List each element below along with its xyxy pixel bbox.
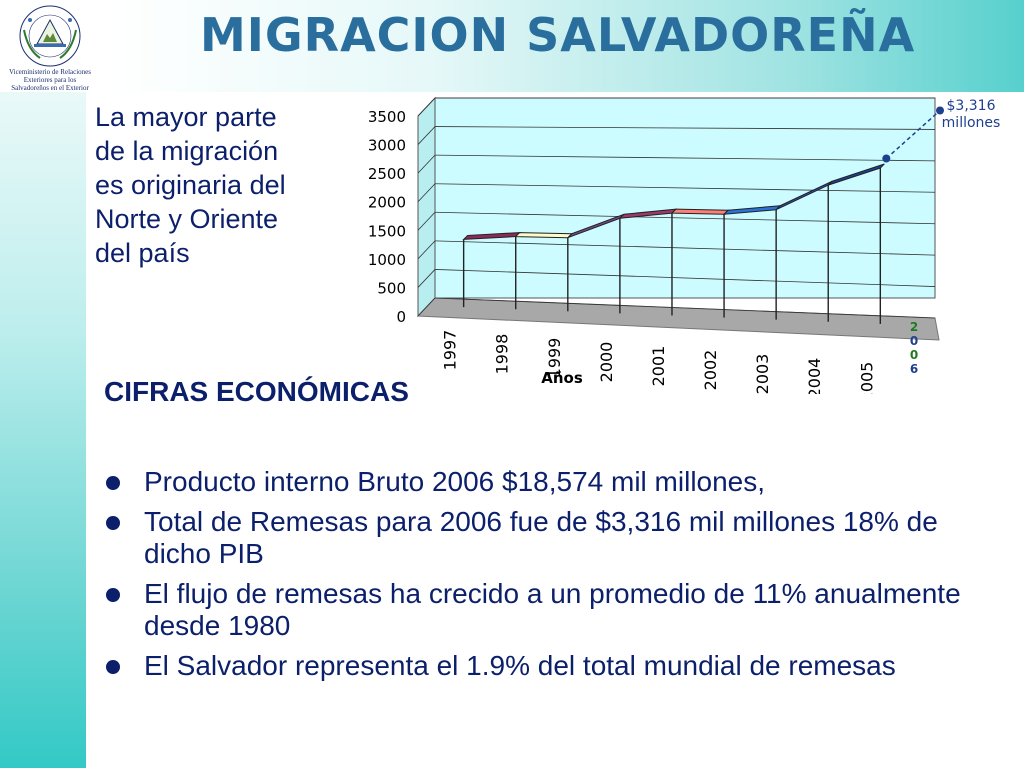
x-tick-label: 2005 bbox=[857, 362, 876, 394]
y-gridline-side bbox=[417, 212, 436, 231]
y-tick-label: 500 bbox=[377, 279, 406, 297]
plot-side-wall bbox=[417, 96, 436, 318]
y-gridline bbox=[434, 154, 936, 162]
y-gridline bbox=[434, 240, 936, 256]
bullet-item: El flujo de remesas ha crecido a un prom… bbox=[104, 578, 1004, 642]
bullet-item: Total de Remesas para 2006 fue de $3,316… bbox=[104, 506, 1004, 570]
y-gridline bbox=[434, 126, 936, 130]
x-tick-label: 2004 bbox=[805, 358, 824, 394]
side-text: La mayor parte de la migración es origin… bbox=[95, 100, 340, 270]
y-gridline-side bbox=[417, 154, 436, 174]
bullet-list: Producto interno Bruto 2006 $18,574 mil … bbox=[104, 466, 1004, 690]
bullet-text: El Salvador representa el 1.9% del total… bbox=[144, 650, 896, 681]
x-tick-label: 1998 bbox=[493, 334, 512, 375]
y-tick-label: 2000 bbox=[368, 194, 406, 212]
side-text-line: de la migración bbox=[95, 136, 279, 166]
x-tick-label: 2003 bbox=[753, 354, 772, 394]
bullet-text: Total de Remesas para 2006 fue de $3,316… bbox=[144, 506, 938, 569]
y-tick-label: 0 bbox=[396, 308, 406, 326]
bullet-dot-icon bbox=[106, 516, 120, 530]
coat-of-arms-icon bbox=[19, 5, 81, 67]
bullet-dot-icon bbox=[106, 476, 120, 490]
logo-caption-line: Salvadoreños en el Exterior bbox=[11, 84, 89, 92]
x-tick-label: 1999 bbox=[545, 338, 564, 379]
projection-x-label-char: 0 bbox=[910, 334, 918, 348]
logo: Viceministerio de Relaciones Exteriores … bbox=[0, 0, 110, 92]
y-gridline bbox=[434, 211, 936, 225]
side-text-line: del país bbox=[95, 238, 190, 268]
projection-x-label-char: 0 bbox=[910, 348, 918, 362]
section-heading: CIFRAS ECONÓMICAS bbox=[104, 376, 409, 407]
remittances-chart: 0 500 1000 1500 2000 2500 3000 3500 1997 1998 1999… bbox=[368, 96, 1001, 394]
projection-start-point bbox=[882, 154, 891, 163]
y-tick-label: 1500 bbox=[368, 222, 406, 240]
x-tick-label: 2002 bbox=[701, 350, 720, 391]
side-text-line: Norte y Oriente bbox=[95, 204, 279, 234]
y-tick-label: 2500 bbox=[368, 165, 406, 183]
projection-end-point bbox=[936, 106, 944, 115]
series-segment bbox=[514, 232, 573, 239]
projection-label: millones bbox=[942, 115, 1001, 131]
bullet-text: El flujo de remesas ha crecido a un prom… bbox=[144, 578, 961, 641]
projection-label: $3,316 bbox=[947, 98, 996, 114]
projection-x-label-char: 2 bbox=[910, 320, 918, 334]
y-gridline bbox=[434, 183, 936, 193]
y-gridline-side bbox=[417, 269, 436, 288]
logo-caption: Viceministerio de Relaciones Exteriores … bbox=[0, 68, 100, 92]
side-text-line: es originaria del bbox=[95, 170, 286, 200]
y-gridline bbox=[434, 297, 936, 319]
logo-caption-line: Exteriores para los bbox=[23, 76, 77, 84]
bullet-item: Producto interno Bruto 2006 $18,574 mil … bbox=[104, 466, 1004, 498]
side-text-line: La mayor parte bbox=[95, 102, 277, 132]
bullet-dot-icon bbox=[106, 660, 120, 674]
header-band bbox=[110, 0, 1024, 92]
projection-line bbox=[885, 109, 941, 160]
bullet-dot-icon bbox=[106, 588, 120, 602]
y-tick-label: 1000 bbox=[368, 251, 406, 269]
y-gridline bbox=[434, 269, 936, 287]
page-title: MIGRACION SALVADOREÑA bbox=[200, 8, 916, 62]
y-gridline-side bbox=[417, 240, 436, 260]
y-gridline-side bbox=[417, 126, 436, 145]
x-tick-label: 2000 bbox=[597, 342, 616, 383]
y-gridline-side bbox=[417, 183, 436, 202]
projection-x-label-char: 6 bbox=[910, 362, 918, 376]
y-gridline-side bbox=[417, 297, 436, 317]
x-tick-label: 2001 bbox=[649, 346, 668, 387]
x-axis-title: Años bbox=[541, 369, 583, 387]
y-gridline-side bbox=[417, 97, 436, 117]
bullet-text: Producto interno Bruto 2006 $18,574 mil … bbox=[144, 466, 766, 497]
left-band bbox=[0, 92, 86, 768]
series-segment bbox=[670, 208, 730, 215]
series-segment bbox=[827, 163, 885, 186]
logo-caption-line: Viceministerio de Relaciones bbox=[9, 68, 91, 76]
y-tick-label: 3500 bbox=[368, 108, 406, 126]
y-tick-label: 3000 bbox=[368, 137, 406, 155]
bullet-item: El Salvador representa el 1.9% del total… bbox=[104, 650, 1004, 682]
plot-back-wall bbox=[434, 97, 936, 299]
x-tick-label: 1997 bbox=[441, 330, 460, 371]
